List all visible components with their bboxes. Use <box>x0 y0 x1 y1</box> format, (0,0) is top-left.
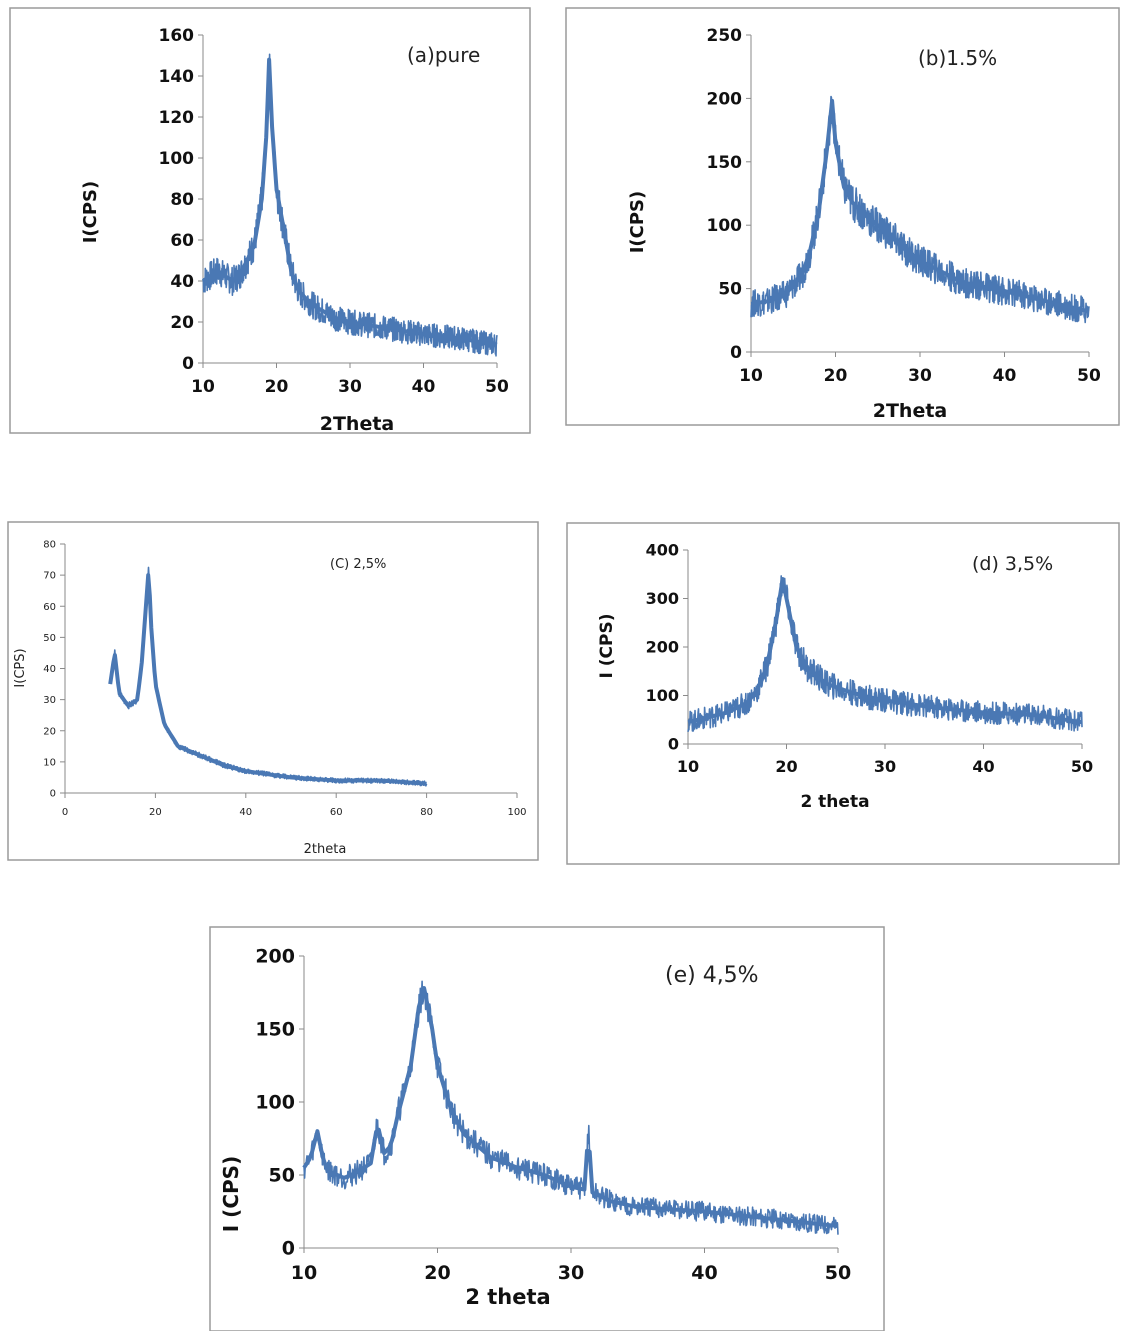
y-tick-label: 200 <box>255 946 295 968</box>
xrd-series-backbone <box>687 577 1083 725</box>
y-tick-label: 20 <box>170 313 194 333</box>
y-tick-label: 100 <box>255 1092 295 1114</box>
y-tick-label: 0 <box>730 343 742 363</box>
y-axis-label: I(CPS) <box>80 181 101 244</box>
y-tick-label: 100 <box>707 216 743 236</box>
chart-frame <box>7 521 539 861</box>
y-tick-label: 140 <box>159 67 195 87</box>
chart-frame <box>565 7 1120 426</box>
y-tick-label: 20 <box>43 726 56 737</box>
y-tick-label: 150 <box>255 1019 295 1041</box>
x-tick-label: 10 <box>677 757 699 776</box>
chart-frame <box>209 926 885 1331</box>
y-tick-label: 50 <box>269 1165 295 1187</box>
y-tick-label: 100 <box>646 686 679 705</box>
x-tick-label: 10 <box>191 377 215 397</box>
y-tick-label: 40 <box>170 272 194 292</box>
y-tick-label: 70 <box>43 571 56 582</box>
x-tick-label: 10 <box>291 1262 317 1284</box>
y-tick-label: 300 <box>646 589 679 608</box>
chart-a: 0 20 40 60 80 100 120 140 160 10 20 30 40 50 (a)pure 2T… <box>9 7 531 435</box>
y-tick-label: 50 <box>43 633 56 644</box>
y-tick-label: 50 <box>718 280 742 300</box>
y-axis-label: I (CPS) <box>219 1156 243 1232</box>
chart-b: 0 50 100 150 200 250 10 20 30 40 50 (b)1.5% 2Theta I(… <box>565 7 1120 426</box>
x-tick-label: 50 <box>1077 366 1101 386</box>
x-axis-label: 2theta <box>304 842 347 857</box>
y-axis-label: I(CPS) <box>13 648 28 687</box>
y-tick-label: 10 <box>43 757 56 768</box>
x-tick-label: 20 <box>824 366 848 386</box>
chart-annotation: (d) 3,5% <box>972 553 1053 575</box>
x-tick-label: 0 <box>62 807 68 818</box>
x-axis-label: 2 theta <box>465 1285 550 1309</box>
x-tick-label: 20 <box>424 1262 450 1284</box>
y-axis-label: I(CPS) <box>627 191 648 254</box>
x-tick-label: 100 <box>507 807 526 818</box>
x-tick-label: 50 <box>1071 757 1093 776</box>
x-axis-label: 2Theta <box>320 413 395 435</box>
y-tick-label: 0 <box>282 1238 295 1260</box>
y-tick-label: 80 <box>43 540 56 551</box>
x-tick-label: 40 <box>239 807 252 818</box>
y-tick-label: 160 <box>159 26 195 46</box>
x-tick-label: 10 <box>739 366 763 386</box>
chart-d: 0 100 200 300 400 10 20 30 40 50 (d) 3,5% 2 theta I … <box>566 522 1120 865</box>
x-tick-label: 50 <box>825 1262 851 1284</box>
y-tick-label: 100 <box>159 149 195 169</box>
y-tick-label: 400 <box>646 541 679 560</box>
y-tick-label: 0 <box>668 735 679 754</box>
y-tick-label: 60 <box>43 602 56 613</box>
x-tick-label: 50 <box>485 377 509 397</box>
x-tick-label: 30 <box>558 1262 584 1284</box>
x-tick-label: 30 <box>908 366 932 386</box>
y-axis-label: I (CPS) <box>597 614 617 679</box>
y-tick-label: 200 <box>707 89 743 109</box>
chart-c: 0 10 20 30 40 50 60 70 80 0 20 40 60 80 100 (C) 2,5% 2th… <box>7 521 539 861</box>
x-tick-label: 20 <box>775 757 797 776</box>
x-tick-label: 40 <box>412 377 436 397</box>
y-tick-label: 150 <box>707 153 743 173</box>
x-axis-label: 2 theta <box>800 792 869 812</box>
chart-annotation: (a)pure <box>407 43 480 67</box>
xrd-series-line <box>202 53 498 357</box>
x-tick-label: 40 <box>691 1262 717 1284</box>
y-tick-label: 250 <box>707 26 743 46</box>
y-tick-label: 80 <box>170 190 194 210</box>
chart-annotation: (e) 4,5% <box>665 963 759 988</box>
y-tick-label: 30 <box>43 695 56 706</box>
y-tick-label: 0 <box>50 789 56 800</box>
chart-frame <box>566 522 1120 865</box>
x-axis-label: 2Theta <box>873 400 948 422</box>
xrd-series-backbone <box>302 986 839 1229</box>
xrd-series-backbone <box>108 573 427 786</box>
x-tick-label: 20 <box>265 377 289 397</box>
x-tick-label: 80 <box>420 807 433 818</box>
xrd-series-backbone <box>201 57 498 347</box>
x-tick-label: 40 <box>993 366 1017 386</box>
chart-annotation: (C) 2,5% <box>330 557 386 572</box>
y-tick-label: 0 <box>182 354 194 374</box>
y-tick-label: 120 <box>159 108 195 128</box>
xrd-series-line <box>750 95 1090 324</box>
x-tick-label: 30 <box>874 757 896 776</box>
x-tick-label: 40 <box>972 757 994 776</box>
x-tick-label: 20 <box>149 807 162 818</box>
chart-e: 0 50 100 150 200 10 20 30 40 50 (e) 4,5% 2 theta I (… <box>209 926 885 1331</box>
y-tick-label: 60 <box>170 231 194 251</box>
x-tick-label: 30 <box>338 377 362 397</box>
y-tick-label: 200 <box>646 638 679 657</box>
x-tick-label: 60 <box>330 807 343 818</box>
y-tick-label: 40 <box>43 664 56 675</box>
chart-annotation: (b)1.5% <box>918 46 997 70</box>
xrd-series-backbone <box>750 98 1090 314</box>
